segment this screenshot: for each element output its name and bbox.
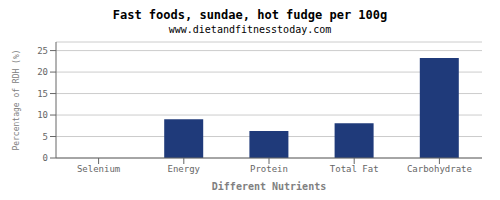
svg-text:Protein: Protein bbox=[250, 164, 288, 174]
svg-text:Carbohydrate: Carbohydrate bbox=[407, 164, 472, 174]
html-text:Fast foods, sundae, hot fudge: Fast foods, sundae, hot fudge per 100g bbox=[112, 8, 388, 22]
svg-text:0: 0 bbox=[43, 153, 48, 163]
svg-text:25: 25 bbox=[37, 46, 48, 56]
svg-text:15: 15 bbox=[37, 89, 48, 99]
svg-text:Different Nutrients: Different Nutrients bbox=[212, 181, 326, 190]
svg-text:5: 5 bbox=[43, 132, 48, 142]
svg-text:20: 20 bbox=[37, 67, 48, 77]
svg-text:Total Fat: Total Fat bbox=[330, 164, 379, 174]
svg-text:Selenium: Selenium bbox=[77, 164, 120, 174]
svg-text:10: 10 bbox=[37, 110, 48, 120]
svg-text:Energy: Energy bbox=[168, 164, 201, 174]
html-text:www.dietandfitnesstoday.com: www.dietandfitnesstoday.com bbox=[168, 24, 332, 35]
svg-text:Percentage of RDH (%): Percentage of RDH (%) bbox=[12, 49, 21, 150]
